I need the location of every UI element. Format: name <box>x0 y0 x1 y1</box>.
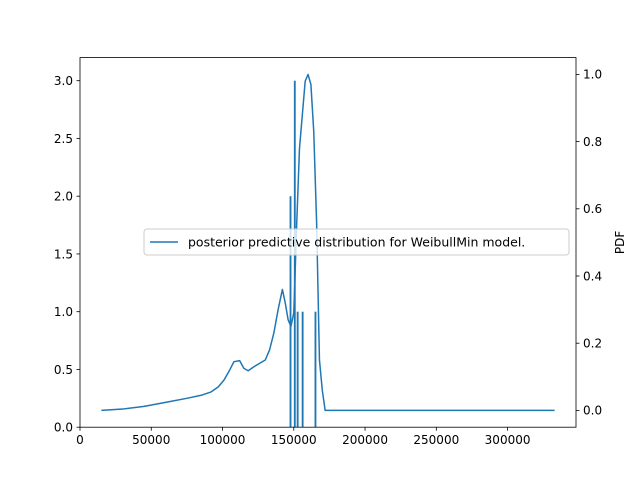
x-axis: 0 50000 100000 150000 200000 250000 300000 <box>76 427 530 447</box>
y-left-tick-label: 0.5 <box>54 363 73 377</box>
y-left-tick-label: 3.0 <box>54 74 73 88</box>
y-axis-left: 0.0 0.5 1.0 1.5 2.0 2.5 3.0 <box>54 74 80 435</box>
x-tick-label: 200000 <box>342 433 388 447</box>
y-right-tick-label: 0.6 <box>583 202 602 216</box>
histogram-bar-4 <box>314 311 317 428</box>
histogram-bar-2 <box>296 311 299 428</box>
y-right-tick-label: 0.8 <box>583 135 602 149</box>
series-lines <box>101 73 555 412</box>
y-left-tick-label: 1.5 <box>54 247 73 261</box>
legend-entry: posterior predictive distribution for We… <box>188 235 525 250</box>
x-tick-label: 300000 <box>485 433 531 447</box>
y-right-tick-label: 0.4 <box>583 269 602 283</box>
x-tick-label: 100000 <box>200 433 246 447</box>
x-tick-label: 150000 <box>271 433 317 447</box>
series-line-0 <box>101 73 555 412</box>
y-axis-right-label: PDF <box>613 231 627 254</box>
y-right-tick-label: 1.0 <box>583 68 602 82</box>
y-left-tick-label: 0.0 <box>54 421 73 435</box>
x-tick-label: 250000 <box>413 433 459 447</box>
y-left-tick-label: 1.0 <box>54 305 73 319</box>
x-tick-label: 0 <box>76 433 84 447</box>
y-right-tick-label: 0.0 <box>583 404 602 418</box>
y-right-tick-label: 0.2 <box>583 337 602 351</box>
legend-box <box>143 228 570 256</box>
plot-frame <box>79 57 577 428</box>
y-left-tick-label: 2.5 <box>54 132 73 146</box>
histogram-bar-3 <box>301 311 304 428</box>
legend: posterior predictive distribution for We… <box>143 228 570 256</box>
histogram-bar-0 <box>289 196 292 428</box>
y-left-tick-label: 2.0 <box>54 190 73 204</box>
y-axis-right: 0.0 0.2 0.4 0.6 0.8 1.0 <box>576 68 602 418</box>
x-tick-label: 50000 <box>132 433 170 447</box>
